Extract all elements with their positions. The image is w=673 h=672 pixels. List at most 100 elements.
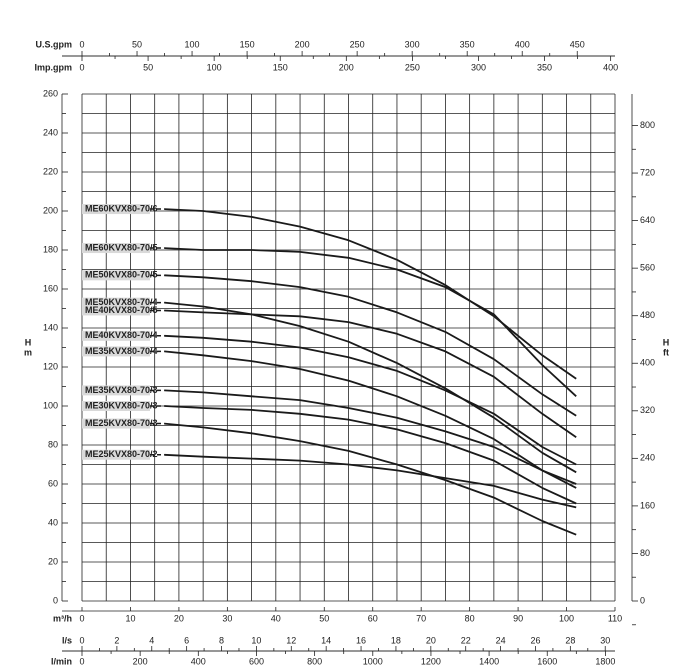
series-label: ME35KVX80-70/3 [85,385,158,395]
pump-curve [164,350,577,489]
flow-tick-label: 0 [79,635,84,645]
flow-axis-label: l/min [51,656,72,666]
y2-tick-label: 240 [640,453,655,463]
y2-unit: ft [663,347,669,357]
y2-tick-label: 560 [640,263,655,273]
pump-curve [164,208,577,380]
flow-tick-label: 200 [339,62,354,72]
y-tick-label: 200 [43,205,58,215]
x-tick-label: 10 [125,613,135,623]
y-tick-label: 260 [43,88,58,98]
label-box [82,297,150,308]
y-tick-label: 160 [43,283,58,293]
flow-tick-label: 150 [240,39,255,49]
pump-curve [164,274,577,417]
series-label: ME30KVX80-70/3 [85,400,158,410]
flow-tick-label: 600 [249,656,264,666]
y2-tick-label: 640 [640,215,655,225]
flow-tick-label: 350 [537,62,552,72]
flow-tick-label: 200 [133,656,148,666]
flow-tick-label: 14 [321,635,331,645]
label-box [82,449,150,460]
y-tick-label: 100 [43,400,58,410]
flow-tick-label: 400 [515,39,530,49]
y-tick-label: 140 [43,322,58,332]
flow-tick-label: 50 [132,39,142,49]
flow-tick-label: 24 [496,635,506,645]
flow-tick-label: 1000 [363,656,383,666]
flow-tick-label: 0 [79,656,84,666]
y-tick-label: 120 [43,361,58,371]
flow-tick-label: 400 [191,656,206,666]
pump-curve [164,309,577,438]
flow-tick-label: 0 [79,62,84,72]
label-box [82,243,150,254]
flow-tick-label: 4 [149,635,154,645]
flow-tick-label: 1400 [479,656,499,666]
x-tick-label: 40 [271,613,281,623]
flow-tick-label: 400 [603,62,618,72]
flow-tick-label: 26 [530,635,540,645]
series-label: ME50KVX80-70/4 [85,297,158,307]
pump-curve [164,301,577,474]
pump-curve [164,389,577,485]
series-label: ME60KVX80-70/6 [85,203,158,213]
pump-curve [164,422,577,536]
flow-tick-label: 2 [114,635,119,645]
label-box [82,270,150,281]
series-label: ME35KVX80-70/4 [85,346,158,356]
flow-tick-label: 100 [207,62,222,72]
flow-tick-label: 250 [350,39,365,49]
y-label: H [25,337,32,347]
label-box [82,305,150,316]
flow-tick-label: 250 [405,62,420,72]
x-tick-label: 30 [222,613,232,623]
flow-tick-label: 450 [570,39,585,49]
flow-tick-label: 12 [286,635,296,645]
flow-tick-label: 28 [565,635,575,645]
pump-curve [164,247,577,397]
y2-tick-label: 400 [640,358,655,368]
x-tick-label: 70 [416,613,426,623]
y2-tick-label: 320 [640,405,655,415]
x-tick-label: 50 [319,613,329,623]
series-label: ME40KVX80-70/5 [85,305,158,315]
x-tick-label: 20 [174,613,184,623]
flow-tick-label: 100 [185,39,200,49]
y2-tick-label: 720 [640,167,655,177]
label-box [82,418,150,429]
flow-tick-label: 1200 [421,656,441,666]
flow-tick-label: 350 [460,39,475,49]
flow-axis-label: l/s [62,635,72,645]
flow-tick-label: 0 [79,39,84,49]
y2-tick-label: 0 [640,595,645,605]
label-box [82,401,150,411]
flow-tick-label: 300 [405,39,420,49]
x-tick-label: 0 [79,613,84,623]
y-tick-label: 240 [43,127,58,137]
flow-tick-label: 1600 [537,656,557,666]
flow-tick-label: 22 [461,635,471,645]
flow-tick-label: 50 [143,62,153,72]
flow-tick-label: 10 [251,635,261,645]
label-box [82,330,150,341]
pump-curve [164,405,577,505]
x-tick-label: 100 [559,613,574,623]
y-tick-label: 220 [43,166,58,176]
y2-tick-label: 800 [640,120,655,130]
series-label: ME50KVX80-70/5 [85,270,158,280]
series-label: ME25KVX80-70/3 [85,418,158,428]
flow-tick-label: 18 [391,635,401,645]
y2-tick-label: 480 [640,310,655,320]
label-box [82,346,150,357]
flow-tick-label: 16 [356,635,366,645]
label-box [82,385,150,396]
x-label: m³/h [53,613,72,623]
y2-label: H [663,337,670,347]
series-label: ME25KVX80-70/2 [85,449,158,459]
flow-tick-label: 200 [295,39,310,49]
flow-axis-label: Imp.gpm [35,62,73,72]
x-tick-label: 110 [608,613,622,623]
x-tick-label: 60 [368,613,378,623]
